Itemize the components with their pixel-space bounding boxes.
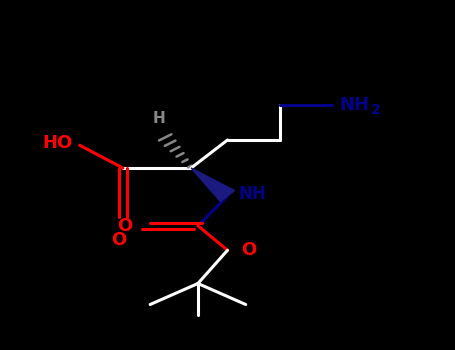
Text: NH: NH bbox=[239, 185, 267, 203]
Text: O: O bbox=[241, 241, 257, 259]
Text: O: O bbox=[111, 231, 126, 249]
Text: 2: 2 bbox=[371, 103, 380, 117]
Text: H: H bbox=[153, 111, 166, 126]
Polygon shape bbox=[191, 168, 235, 202]
Text: NH: NH bbox=[339, 96, 369, 114]
Text: O: O bbox=[116, 217, 132, 235]
Text: HO: HO bbox=[43, 134, 73, 153]
